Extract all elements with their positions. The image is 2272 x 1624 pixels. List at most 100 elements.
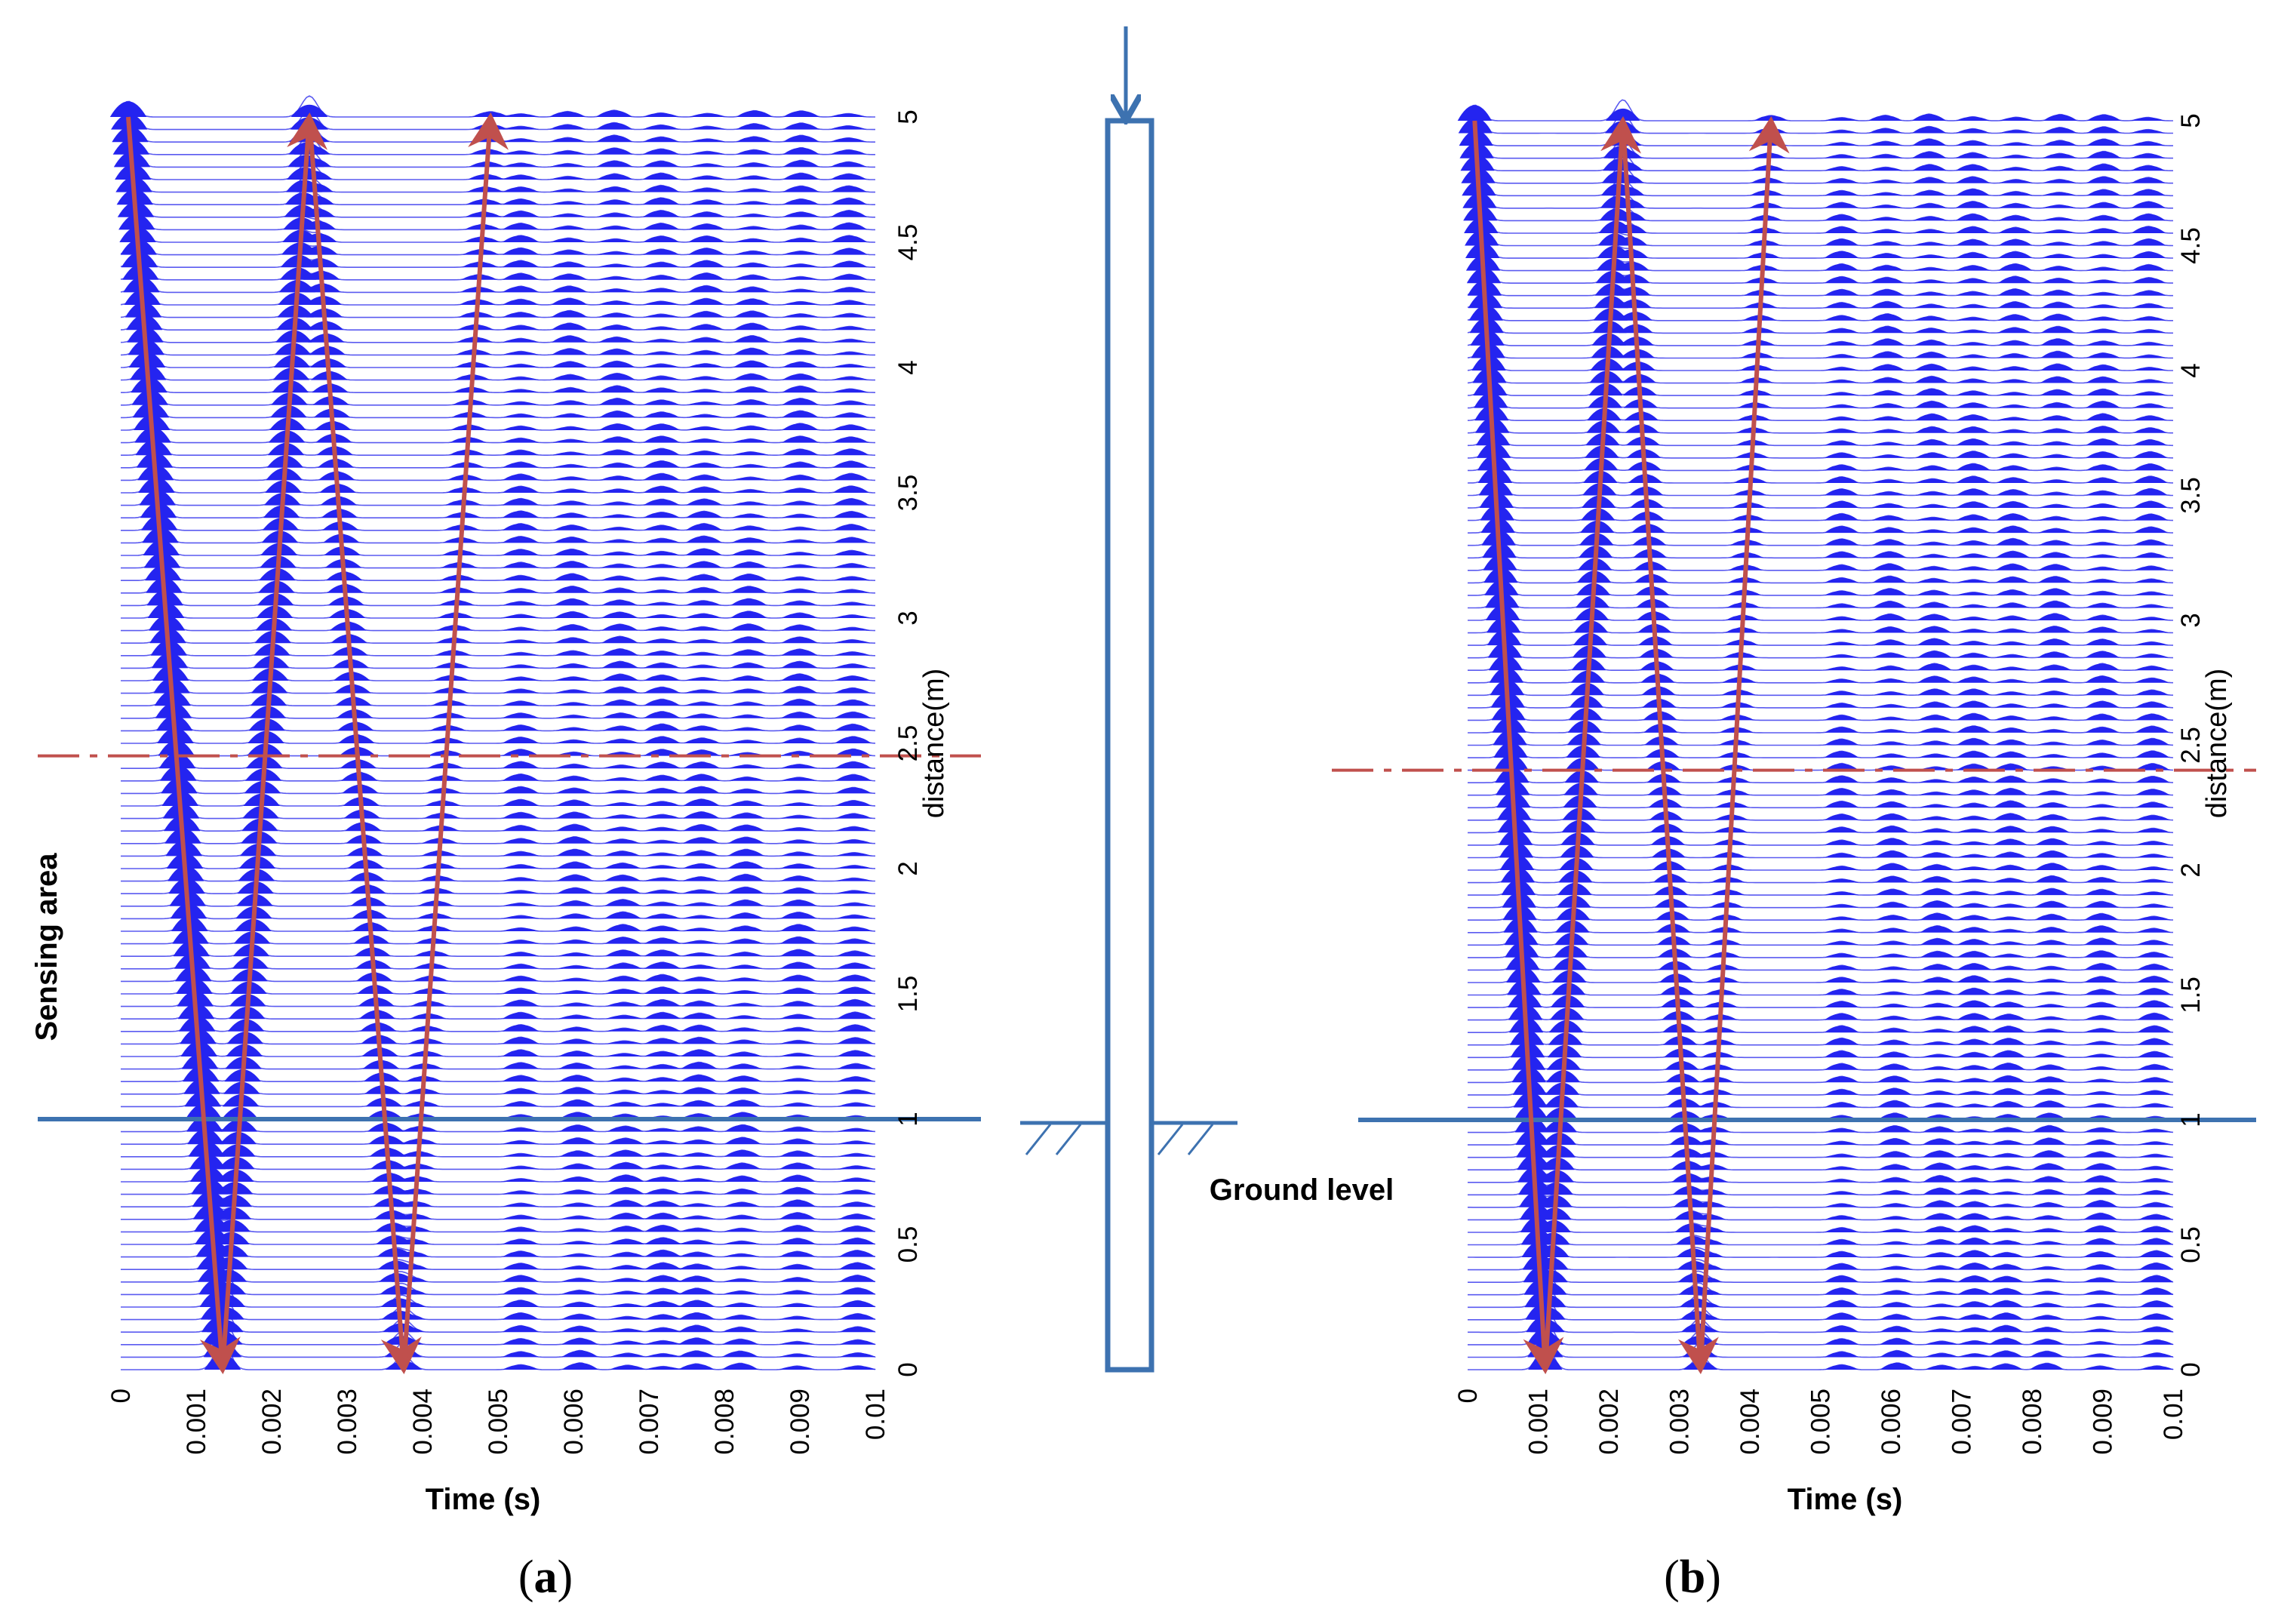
trace-peak [1824, 488, 1859, 496]
trace-peak [1957, 1065, 1992, 1070]
trace-peak [2086, 202, 2121, 208]
trace-peak [502, 1050, 540, 1057]
trace-peak [600, 475, 637, 481]
trace-peak [779, 1103, 816, 1107]
y-tick-label: 3.5 [893, 475, 923, 512]
trace-peak [1999, 142, 2034, 146]
trace-peak [779, 1001, 817, 1007]
trace-peak [724, 1163, 761, 1170]
trace-peak [555, 764, 592, 769]
trace-peak [1912, 151, 1947, 158]
trace-peak [644, 775, 681, 781]
trace-peak [1998, 203, 2034, 208]
trace-peak [736, 123, 773, 130]
trace-peak [2038, 564, 2073, 571]
trace-peak [836, 903, 873, 906]
trace-peak [2138, 1129, 2172, 1133]
trace-peak [2037, 626, 2072, 633]
trace-peak [601, 564, 638, 568]
trace-peak [502, 462, 540, 468]
trace-peak [1824, 429, 1859, 433]
trace-peak [2034, 966, 2068, 970]
trace-peak [607, 1200, 644, 1207]
trace-peak [724, 1124, 761, 1132]
trace-peak [502, 575, 540, 581]
trace-peak [2085, 567, 2120, 571]
trace-peak [602, 739, 640, 743]
trace-peak [1957, 975, 1991, 983]
trace-peak [644, 1176, 681, 1182]
trace-peak [1913, 216, 1948, 221]
trace-peak [606, 1066, 643, 1069]
trace-peak [1824, 1063, 1859, 1070]
trace-peak [833, 511, 870, 518]
trace-peak [1957, 1275, 1992, 1283]
ground-hatching-icon [1025, 1124, 1214, 1155]
trace-peak [2140, 1365, 2175, 1370]
trace-peak [1991, 1075, 2026, 1083]
trace-peak [1957, 1091, 1992, 1095]
trace-peak [604, 924, 641, 931]
trace-peak [2086, 389, 2120, 396]
trace-peak [780, 851, 817, 857]
trace-peak [1988, 1338, 2024, 1345]
trace-peak [838, 1226, 875, 1232]
trace-peak [1920, 938, 1955, 946]
trace-peak [839, 1313, 876, 1320]
trace-peak [1957, 1001, 1991, 1007]
trace-peak [682, 863, 720, 869]
trace-peak [502, 273, 540, 280]
trace-peak [831, 223, 868, 230]
trace-peak [556, 849, 594, 857]
trace-peak [642, 161, 680, 168]
trace-peak [2134, 579, 2169, 583]
trace-peak [2132, 251, 2166, 258]
trace-peak [502, 640, 540, 644]
trace-peak [1955, 165, 1991, 171]
trace-peak [832, 364, 869, 368]
trace-peak [644, 1353, 681, 1358]
trace-peak [549, 189, 587, 192]
trace-peak [782, 289, 819, 293]
trace-peak [1989, 1325, 2024, 1333]
trace-peak [1995, 577, 2030, 583]
trace-peak [733, 348, 770, 355]
trace-peak [2037, 651, 2072, 658]
trace-peak [1992, 954, 2027, 958]
trace-peak [554, 624, 592, 631]
trace-peak [2138, 1238, 2173, 1245]
trace-peak [596, 161, 633, 168]
trace-peak [2086, 304, 2121, 309]
trace-peak [779, 1366, 816, 1370]
trace-peak [1997, 392, 2031, 396]
trace-peak [2133, 501, 2168, 508]
trace-peak [2086, 126, 2121, 134]
trace-peak [605, 976, 642, 982]
trace-peak [644, 1164, 681, 1170]
trace-peak [2133, 488, 2168, 496]
trace-peak [1923, 1278, 1958, 1283]
trace-peak [782, 411, 819, 418]
trace-peak [688, 235, 725, 242]
trace-peak [681, 989, 718, 994]
trace-peak [560, 1241, 598, 1244]
trace-peak [832, 339, 869, 343]
trace-peak [1957, 1013, 1991, 1020]
trace-peak [644, 962, 681, 969]
trace-peak [643, 577, 681, 581]
trace-peak [780, 790, 818, 794]
trace-peak [643, 339, 680, 343]
trace-peak [1824, 878, 1859, 883]
trace-peak [1956, 379, 1991, 383]
trace-peak [1956, 402, 1991, 408]
trace-peak [595, 110, 633, 117]
trace-peak [1996, 466, 2031, 471]
trace-peak [2086, 280, 2121, 284]
trace-peak [1994, 776, 2028, 783]
trace-peak [502, 1178, 540, 1182]
trace-peak [2137, 1051, 2172, 1058]
trace-peak [502, 248, 540, 255]
wave-path-arrow [307, 116, 422, 1374]
trace-peak [684, 737, 721, 743]
trace-peak [838, 1128, 875, 1132]
